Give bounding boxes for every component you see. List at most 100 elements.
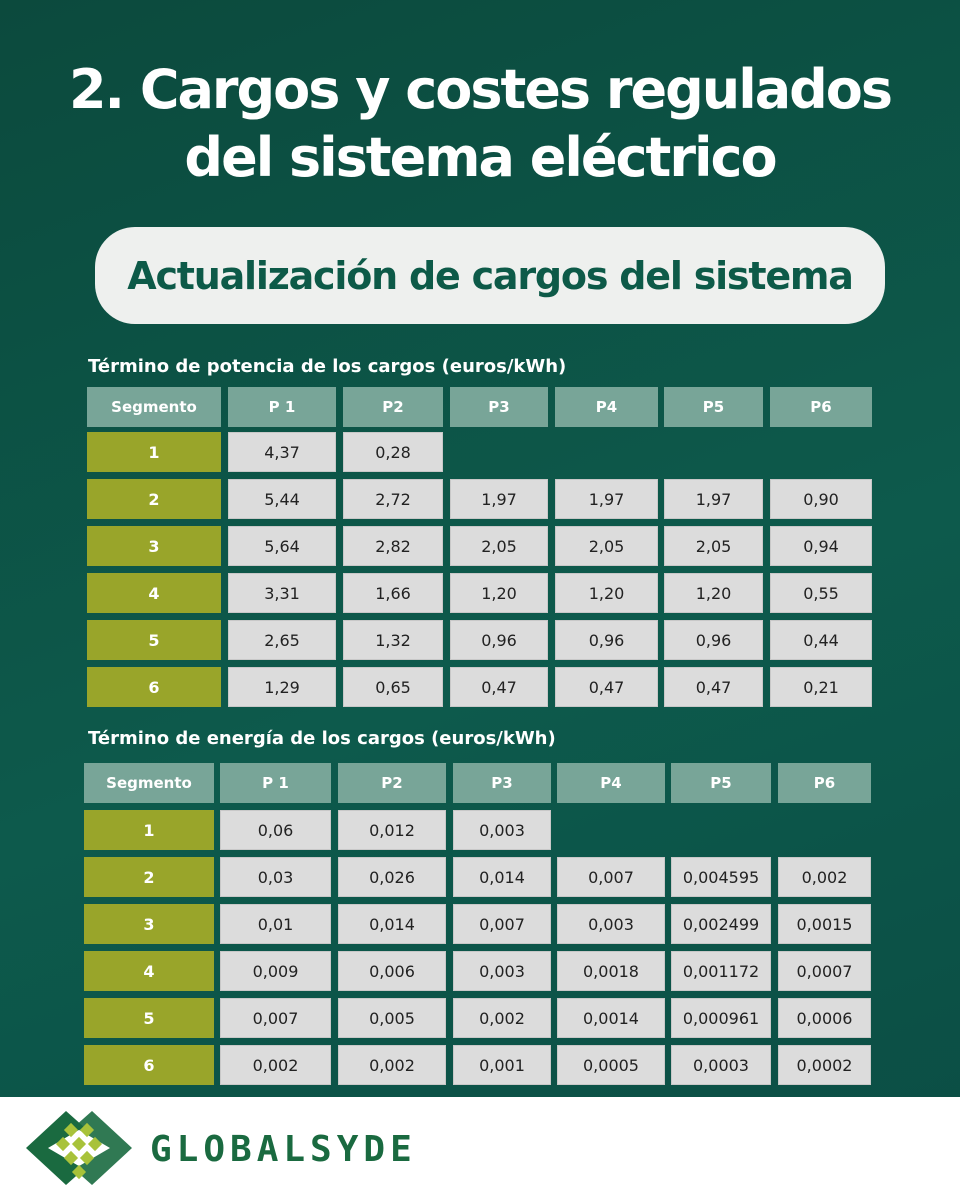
value-cell: 1,97 bbox=[664, 479, 763, 519]
value-cell: 0,009 bbox=[220, 951, 331, 991]
value-cell: 0,0005 bbox=[557, 1045, 665, 1085]
value-cell: 1,97 bbox=[450, 479, 548, 519]
value-cell: 0,0003 bbox=[671, 1045, 771, 1085]
value-cell: 0,96 bbox=[555, 620, 658, 660]
value-cell: 1,97 bbox=[555, 479, 658, 519]
title-line: del sistema eléctrico bbox=[184, 126, 777, 189]
value-cell: 0,47 bbox=[450, 667, 548, 707]
value-cell: 3,31 bbox=[228, 573, 336, 613]
value-cell: 2,05 bbox=[450, 526, 548, 566]
segment-cell: 3 bbox=[87, 526, 221, 566]
segment-cell: 2 bbox=[84, 857, 214, 897]
value-cell: 1,20 bbox=[664, 573, 763, 613]
value-cell: 0,96 bbox=[664, 620, 763, 660]
value-cell: 0,007 bbox=[220, 998, 331, 1038]
value-cell: 0,003 bbox=[453, 810, 551, 850]
value-cell: 0,47 bbox=[664, 667, 763, 707]
value-cell: 5,64 bbox=[228, 526, 336, 566]
value-cell: 0,002499 bbox=[671, 904, 771, 944]
column-header: Segmento bbox=[84, 763, 214, 803]
column-header: P2 bbox=[338, 763, 446, 803]
value-cell: 0,026 bbox=[338, 857, 446, 897]
value-cell: 0,47 bbox=[555, 667, 658, 707]
column-header: P3 bbox=[453, 763, 551, 803]
value-cell: 0,28 bbox=[343, 432, 443, 472]
column-header: P5 bbox=[664, 387, 763, 427]
value-cell: 0,003 bbox=[557, 904, 665, 944]
subtitle: Actualización de cargos del sistema bbox=[95, 227, 885, 324]
value-cell: 5,44 bbox=[228, 479, 336, 519]
value-cell: 0,0018 bbox=[557, 951, 665, 991]
segment-cell: 5 bbox=[84, 998, 214, 1038]
column-header: P6 bbox=[770, 387, 872, 427]
value-cell: 1,32 bbox=[343, 620, 443, 660]
segment-cell: 3 bbox=[84, 904, 214, 944]
column-header: P5 bbox=[671, 763, 771, 803]
title-line: 2. Cargos y costes regulados bbox=[68, 58, 893, 121]
column-header: P 1 bbox=[220, 763, 331, 803]
value-cell: 1,20 bbox=[555, 573, 658, 613]
value-cell: 1,29 bbox=[228, 667, 336, 707]
value-cell: 0,0006 bbox=[778, 998, 871, 1038]
segment-cell: 6 bbox=[84, 1045, 214, 1085]
value-cell: 1,20 bbox=[450, 573, 548, 613]
value-cell: 0,001 bbox=[453, 1045, 551, 1085]
value-cell: 0,01 bbox=[220, 904, 331, 944]
value-cell: 2,05 bbox=[664, 526, 763, 566]
segment-cell: 2 bbox=[87, 479, 221, 519]
value-cell: 0,001172 bbox=[671, 951, 771, 991]
value-cell: 2,05 bbox=[555, 526, 658, 566]
table-caption: Término de potencia de los cargos (euros… bbox=[88, 356, 567, 377]
value-cell: 0,0007 bbox=[778, 951, 871, 991]
segment-cell: 1 bbox=[84, 810, 214, 850]
value-cell: 0,007 bbox=[557, 857, 665, 897]
value-cell: 4,37 bbox=[228, 432, 336, 472]
segment-cell: 6 bbox=[87, 667, 221, 707]
value-cell: 0,96 bbox=[450, 620, 548, 660]
value-cell: 0,012 bbox=[338, 810, 446, 850]
value-cell: 0,000961 bbox=[671, 998, 771, 1038]
value-cell: 0,21 bbox=[770, 667, 872, 707]
value-cell: 0,03 bbox=[220, 857, 331, 897]
value-cell: 0,004595 bbox=[671, 857, 771, 897]
value-cell: 0,90 bbox=[770, 479, 872, 519]
value-cell: 0,007 bbox=[453, 904, 551, 944]
value-cell: 2,65 bbox=[228, 620, 336, 660]
column-header: P6 bbox=[778, 763, 871, 803]
footer: GLOBALSYDE bbox=[0, 1097, 960, 1200]
value-cell: 0,44 bbox=[770, 620, 872, 660]
value-cell: 0,014 bbox=[338, 904, 446, 944]
value-cell: 2,72 bbox=[343, 479, 443, 519]
segment-cell: 5 bbox=[87, 620, 221, 660]
value-cell: 0,94 bbox=[770, 526, 872, 566]
value-cell: 0,005 bbox=[338, 998, 446, 1038]
value-cell: 0,55 bbox=[770, 573, 872, 613]
value-cell: 2,82 bbox=[343, 526, 443, 566]
segment-cell: 1 bbox=[87, 432, 221, 472]
column-header: P3 bbox=[450, 387, 548, 427]
value-cell: 0,006 bbox=[338, 951, 446, 991]
value-cell: 0,06 bbox=[220, 810, 331, 850]
value-cell: 0,002 bbox=[220, 1045, 331, 1085]
value-cell: 0,002 bbox=[338, 1045, 446, 1085]
value-cell: 0,0014 bbox=[557, 998, 665, 1038]
value-cell: 0,003 bbox=[453, 951, 551, 991]
column-header: P4 bbox=[555, 387, 658, 427]
value-cell: 0,014 bbox=[453, 857, 551, 897]
value-cell: 0,0002 bbox=[778, 1045, 871, 1085]
table-caption: Término de energía de los cargos (euros/… bbox=[88, 728, 556, 749]
segment-cell: 4 bbox=[87, 573, 221, 613]
value-cell: 0,0015 bbox=[778, 904, 871, 944]
value-cell: 0,65 bbox=[343, 667, 443, 707]
column-header: P2 bbox=[343, 387, 443, 427]
value-cell: 0,002 bbox=[453, 998, 551, 1038]
value-cell: 1,66 bbox=[343, 573, 443, 613]
column-header: P 1 bbox=[228, 387, 336, 427]
segment-cell: 4 bbox=[84, 951, 214, 991]
value-cell: 0,002 bbox=[778, 857, 871, 897]
logo bbox=[26, 1111, 132, 1185]
brand: GLOBALSYDE bbox=[150, 1129, 417, 1170]
column-header: Segmento bbox=[87, 387, 221, 427]
column-header: P4 bbox=[557, 763, 665, 803]
